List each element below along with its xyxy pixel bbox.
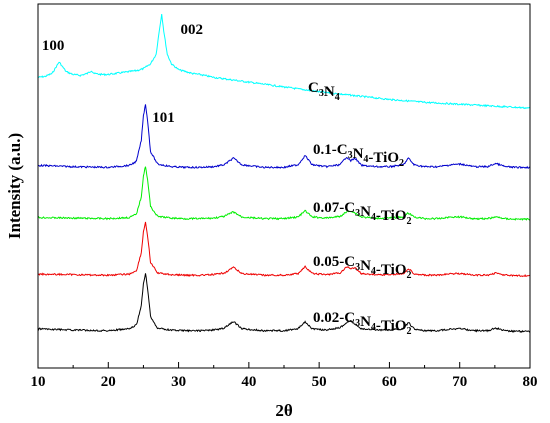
- x-tick-label-60: 60: [382, 374, 397, 390]
- series-line-3: [37, 221, 531, 278]
- peak-annotation-101: 101: [152, 110, 175, 126]
- x-tick-label-20: 20: [101, 374, 116, 390]
- x-axis-title: 2θ: [275, 401, 293, 420]
- series-label-2: 0.07-C3N4-TiO2: [313, 200, 412, 227]
- series-label-4: 0.02-C3N4-TiO2: [313, 310, 412, 337]
- x-tick-label-50: 50: [312, 374, 327, 390]
- peak-annotation-002: 002: [180, 22, 203, 38]
- series-label-3: 0.05-C3N4-TiO2: [313, 254, 412, 281]
- peak-annotations: 100 002 101: [42, 22, 203, 126]
- x-tick-label-80: 80: [523, 374, 538, 390]
- x-tick-label-10: 10: [31, 374, 46, 390]
- x-tick-label-30: 30: [171, 374, 186, 390]
- series-line-0: [37, 14, 531, 110]
- x-axis: 10 20 30 40 50 60 70 80: [31, 362, 538, 390]
- y-axis-title: Intensity (a.u.): [5, 133, 24, 239]
- series-label-1: 0.1-C3N4-TiO2: [313, 142, 404, 169]
- peak-annotation-100: 100: [42, 38, 65, 54]
- plot-frame: [37, 3, 531, 369]
- series-line-2: [37, 166, 531, 221]
- x-tick-label-70: 70: [452, 374, 467, 390]
- series-labels: C3N4 0.1-C3N4-TiO2 0.07-C3N4-TiO2 0.05-C3N4…: [308, 80, 412, 337]
- series-line-4: [37, 273, 531, 333]
- x-tick-label-40: 40: [241, 374, 256, 390]
- series-layer: [37, 14, 531, 333]
- series-line-1: [37, 104, 531, 169]
- series-label-0: C3N4: [308, 80, 340, 103]
